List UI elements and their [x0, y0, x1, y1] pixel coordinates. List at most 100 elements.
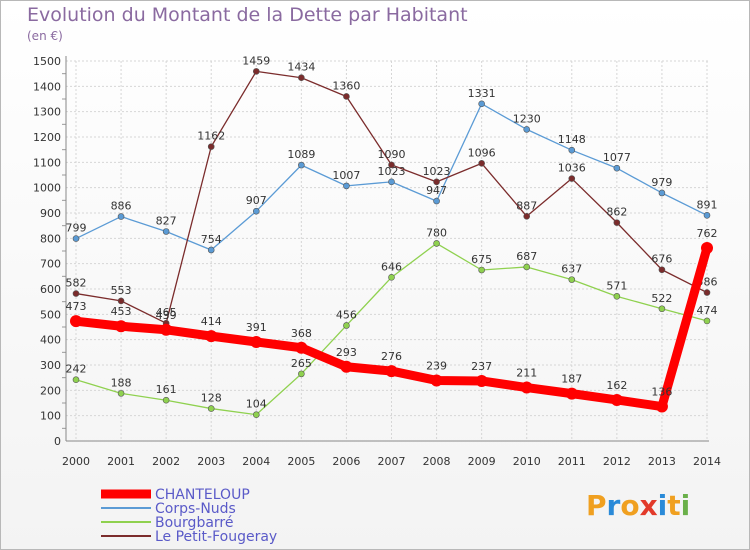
data-label-le-petit-fougeray: 1036	[558, 162, 586, 175]
data-point-chanteloup	[520, 381, 533, 394]
data-label-le-petit-fougeray: 676	[651, 253, 672, 266]
y-tick-label: 100	[40, 410, 61, 423]
y-tick-label: 500	[40, 308, 61, 321]
data-point-le-petit-fougeray	[298, 74, 305, 82]
data-point-le-petit-fougeray	[343, 93, 350, 100]
data-label-bourgbarr-: 474	[697, 304, 718, 317]
data-label-chanteloup: 237	[471, 360, 492, 373]
data-label-le-petit-fougeray: 465	[156, 306, 177, 319]
data-label-chanteloup: 762	[697, 227, 718, 240]
data-point-bourgbarr-	[703, 317, 711, 325]
data-label-le-petit-fougeray: 1434	[287, 61, 315, 74]
data-point-bourgbarr-	[207, 405, 215, 412]
data-label-corps-nuds: 827	[156, 214, 177, 227]
data-label-le-petit-fougeray: 887	[516, 199, 537, 212]
data-label-corps-nuds: 1007	[332, 169, 360, 182]
data-point-le-petit-fougeray	[72, 290, 80, 297]
data-label-le-petit-fougeray: 582	[66, 277, 87, 290]
logo-letter: P	[586, 489, 607, 522]
data-label-corps-nuds: 1230	[513, 112, 541, 125]
data-point-bourgbarr-	[658, 305, 666, 313]
data-label-le-petit-fougeray: 553	[111, 284, 132, 297]
x-tick-label: 2001	[107, 455, 135, 468]
data-label-bourgbarr-: 780	[426, 226, 447, 239]
data-point-bourgbarr-	[388, 274, 395, 281]
data-label-corps-nuds: 947	[426, 184, 447, 197]
y-tick-label: 300	[40, 359, 61, 372]
data-point-bourgbarr-	[298, 370, 305, 378]
logo-letter: r	[606, 489, 621, 522]
legend-label-bourgbarr-: Bourgbarré	[155, 515, 233, 531]
y-tick-label: 1500	[33, 55, 61, 68]
data-label-chanteloup: 211	[516, 367, 537, 380]
legend-label-corps-nuds: Corps-Nuds	[155, 501, 236, 517]
data-label-bourgbarr-: 242	[66, 363, 87, 376]
data-point-chanteloup	[205, 330, 218, 343]
y-tick-label: 1200	[33, 131, 61, 144]
data-point-le-petit-fougeray	[207, 143, 215, 150]
data-label-chanteloup: 473	[66, 300, 87, 313]
data-point-bourgbarr-	[568, 276, 576, 283]
data-label-corps-nuds: 907	[246, 194, 267, 207]
y-tick-label: 700	[40, 258, 61, 271]
data-label-corps-nuds: 799	[66, 222, 87, 235]
data-point-bourgbarr-	[523, 263, 531, 271]
data-label-le-petit-fougeray: 1023	[423, 165, 451, 178]
data-label-bourgbarr-: 571	[606, 279, 627, 292]
data-label-le-petit-fougeray: 1360	[332, 79, 360, 92]
data-point-corps-nuds	[703, 211, 711, 219]
data-label-le-petit-fougeray: 1090	[378, 148, 406, 161]
data-label-bourgbarr-: 646	[381, 260, 402, 273]
y-tick-label: 400	[40, 334, 61, 347]
data-label-chanteloup: 439	[156, 309, 177, 322]
data-point-le-petit-fougeray	[703, 289, 711, 296]
logo-letter: i	[680, 489, 691, 522]
chart-subtitle: (en €)	[27, 29, 63, 43]
legend-label-le-petit-fougeray: Le Petit-Fougeray	[155, 529, 277, 545]
data-point-bourgbarr-	[162, 396, 170, 404]
x-tick-label: 2000	[62, 455, 90, 468]
data-point-corps-nuds	[478, 100, 485, 108]
data-point-chanteloup	[295, 341, 308, 354]
logo-letter: x	[639, 489, 658, 522]
x-tick-label: 2009	[468, 455, 496, 468]
data-point-le-petit-fougeray	[388, 161, 395, 169]
x-tick-label: 2003	[197, 455, 225, 468]
x-tick-label: 2005	[287, 455, 315, 468]
data-point-corps-nuds	[207, 246, 215, 254]
data-point-chanteloup	[430, 374, 443, 387]
data-point-corps-nuds	[523, 126, 531, 133]
y-tick-label: 1000	[33, 182, 61, 195]
x-tick-label: 2008	[423, 455, 451, 468]
y-tick-label: 800	[40, 232, 61, 245]
data-label-chanteloup: 162	[606, 379, 627, 392]
y-tick-label: 1400	[33, 80, 61, 93]
data-label-corps-nuds: 1089	[287, 148, 315, 161]
x-tick-label: 2013	[648, 455, 676, 468]
data-point-corps-nuds	[388, 178, 395, 186]
data-label-bourgbarr-: 128	[201, 392, 222, 405]
data-label-chanteloup: 368	[291, 327, 312, 340]
data-point-chanteloup	[250, 335, 263, 348]
data-label-bourgbarr-: 265	[291, 357, 312, 370]
data-label-le-petit-fougeray: 1459	[242, 54, 270, 67]
data-point-le-petit-fougeray	[658, 266, 666, 274]
data-point-chanteloup	[475, 374, 488, 387]
data-label-bourgbarr-: 188	[111, 376, 132, 389]
y-tick-label: 1100	[33, 156, 61, 169]
data-label-chanteloup: 239	[426, 359, 447, 372]
data-point-bourgbarr-	[343, 322, 350, 329]
data-point-le-petit-fougeray	[568, 175, 576, 182]
data-label-bourgbarr-: 687	[516, 250, 537, 263]
data-label-corps-nuds: 754	[201, 233, 222, 246]
data-label-corps-nuds: 1148	[558, 133, 586, 146]
data-label-chanteloup: 453	[111, 305, 132, 318]
data-label-le-petit-fougeray: 862	[606, 206, 627, 219]
data-label-corps-nuds: 891	[697, 198, 718, 211]
x-tick-label: 2012	[603, 455, 631, 468]
data-point-bourgbarr-	[478, 266, 485, 274]
x-tick-label: 2007	[378, 455, 406, 468]
x-tick-label: 2006	[332, 455, 360, 468]
